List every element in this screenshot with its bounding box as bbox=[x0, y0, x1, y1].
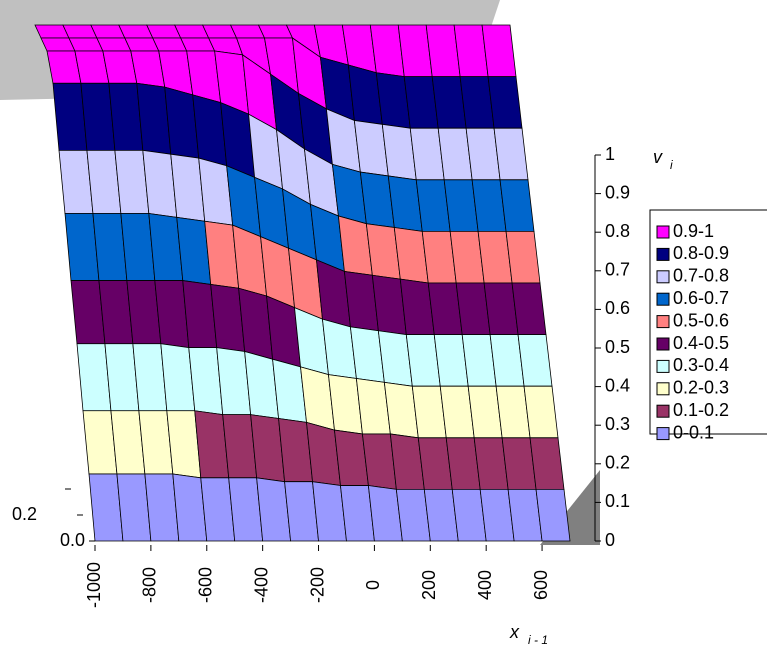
x-axis-label: x bbox=[509, 622, 520, 642]
z-tick-label: 0.6 bbox=[605, 298, 630, 318]
legend-label: 0.9-1 bbox=[673, 221, 714, 241]
legend-label: 0.2-0.3 bbox=[673, 378, 729, 398]
z-axis-label-sub: i bbox=[670, 158, 673, 172]
z-tick-label: 0.7 bbox=[605, 260, 630, 280]
surface-patch bbox=[487, 76, 523, 129]
legend-label: 0.1-0.2 bbox=[673, 400, 729, 420]
legend-swatch bbox=[656, 315, 670, 329]
legend-swatch bbox=[656, 225, 670, 239]
y-tick-label: 0.2 bbox=[12, 504, 37, 524]
surface-patch bbox=[535, 488, 571, 542]
z-tick-label: 0.5 bbox=[605, 337, 630, 357]
surface-patch bbox=[493, 127, 529, 181]
x-tick-label: -400 bbox=[251, 567, 271, 603]
z-tick-label: 1 bbox=[605, 144, 615, 164]
surface-patch bbox=[481, 24, 517, 77]
surface-patch bbox=[511, 282, 547, 336]
legend-swatch bbox=[656, 382, 670, 396]
x-tick-label: -800 bbox=[140, 567, 160, 603]
z-tick-label: 0.9 bbox=[605, 182, 630, 202]
y-tick-label: 0.0 bbox=[60, 530, 85, 550]
surface-patch bbox=[517, 334, 553, 387]
legend-swatch bbox=[656, 292, 670, 306]
x-tick-label: -200 bbox=[307, 567, 327, 603]
x-tick-label: 200 bbox=[419, 570, 439, 600]
z-tick-label: 0.8 bbox=[605, 221, 630, 241]
z-axis-label: v bbox=[653, 147, 663, 167]
legend-label: 0.4-0.5 bbox=[673, 333, 729, 353]
legend-label: 0.8-0.9 bbox=[673, 243, 729, 263]
x-tick-label: -1000 bbox=[84, 562, 104, 608]
x-tick-label: -600 bbox=[196, 567, 216, 603]
x-tick-label: 600 bbox=[531, 570, 551, 600]
z-tick-label: 0.2 bbox=[605, 453, 630, 473]
z-tick-label: 0.4 bbox=[605, 375, 630, 395]
legend-label: 0-0.1 bbox=[673, 422, 714, 442]
surface-patch bbox=[505, 230, 541, 284]
legend-swatch bbox=[656, 247, 670, 261]
legend-swatch bbox=[656, 337, 670, 351]
legend-label: 0.6-0.7 bbox=[673, 288, 729, 308]
surface-patch bbox=[529, 437, 565, 490]
surface-patch bbox=[523, 385, 559, 439]
z-tick-label: 0.3 bbox=[605, 414, 630, 434]
z-tick-label: 0 bbox=[605, 530, 615, 550]
surface-patch bbox=[499, 179, 535, 232]
legend-swatch bbox=[656, 359, 670, 373]
x-tick-label: 400 bbox=[475, 570, 495, 600]
legend-label: 0.7-0.8 bbox=[673, 266, 729, 286]
legend-swatch bbox=[656, 427, 670, 441]
legend-swatch bbox=[656, 404, 670, 418]
z-tick-label: 0.1 bbox=[605, 491, 630, 511]
x-axis-label-sub: i - 1 bbox=[528, 633, 548, 647]
legend-label: 0.3-0.4 bbox=[673, 355, 729, 375]
legend-label: 0.5-0.6 bbox=[673, 310, 729, 330]
legend-swatch bbox=[656, 270, 670, 284]
x-tick-label: 0 bbox=[363, 580, 383, 590]
